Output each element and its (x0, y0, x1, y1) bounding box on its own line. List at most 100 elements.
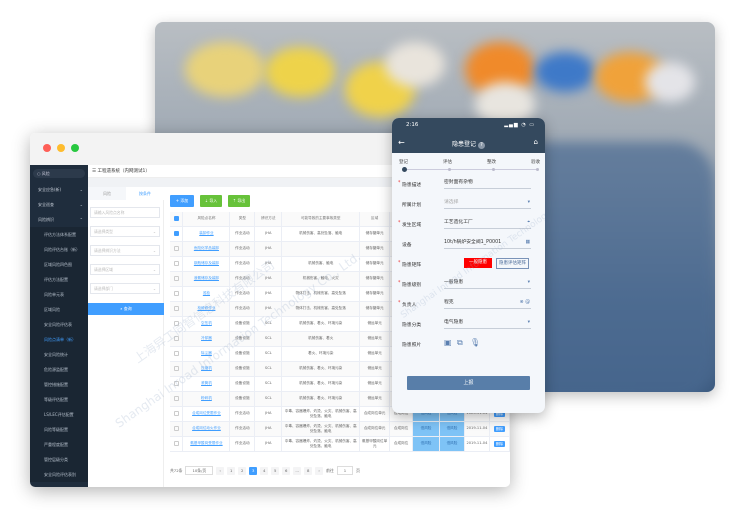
sidebar-item[interactable]: 危险源监配置 (30, 362, 88, 377)
sidebar-item[interactable]: 风险点清单（新） (30, 332, 88, 347)
risk-point-name-link[interactable]: 冷却器 (182, 331, 231, 347)
image-upload-icon[interactable]: ▣ (444, 338, 452, 347)
field-input[interactable]: 工艺造化工厂 ⌖ (444, 219, 531, 229)
filter-field[interactable]: 请选择辨识方法 ⌄ (90, 245, 160, 256)
field-input[interactable]: 密封面有杂物 (444, 179, 531, 189)
field-input[interactable]: 一般隐患 ▾ (444, 279, 531, 289)
field-icon[interactable]: ⌖ (527, 220, 530, 225)
risk-point-name-link[interactable]: 钢瓶储存及装卸 (182, 256, 231, 272)
risk-point-name-link[interactable]: 巡检 (182, 286, 231, 302)
next-page-button[interactable]: › (315, 466, 324, 475)
sidebar-item[interactable]: 严重程度配置 (30, 437, 88, 452)
sidebar-item[interactable]: 安全巡查 ⌄ (30, 197, 88, 212)
add-button[interactable]: + 添加 (170, 195, 194, 207)
panel-tab-risk[interactable]: 风险 (88, 187, 126, 200)
row-checkbox[interactable] (173, 425, 179, 431)
hazard-level-badge[interactable]: 一般隐患 (464, 258, 492, 268)
row-checkbox[interactable] (173, 245, 179, 251)
sidebar-item[interactable]: 风险辨识 ⌃ (30, 212, 88, 227)
row-checkbox[interactable] (173, 335, 179, 341)
back-arrow-icon[interactable]: ← (398, 138, 405, 147)
field-icon[interactable]: ▾ (527, 280, 530, 285)
page-size-select[interactable]: 10条/页 (185, 466, 214, 475)
goto-page-input[interactable]: 1 (336, 466, 354, 475)
field-input[interactable]: 电气隐患 ▾ (444, 319, 531, 329)
home-icon[interactable]: ⌂ (533, 138, 538, 146)
filter-field[interactable]: 请选择区域 ⌄ (90, 264, 160, 275)
page-button[interactable]: 5 (271, 466, 280, 475)
page-button[interactable]: 3 (249, 466, 258, 475)
sidebar-item[interactable]: 等级评估配置 (30, 392, 88, 407)
field-input[interactable]: 程克 ⊗ @ (444, 299, 531, 309)
help-icon[interactable]: ? (478, 142, 485, 149)
page-button[interactable]: 1 (227, 466, 236, 475)
row-checkbox[interactable] (173, 395, 179, 401)
sidebar-item[interactable]: 风险评估台账（新） (30, 242, 88, 257)
submit-button[interactable]: 上报 (407, 376, 530, 390)
field-input[interactable]: 10t/h锅炉安全阀1_P0001 ▦ (444, 239, 531, 249)
row-checkbox[interactable] (173, 440, 179, 446)
row-checkbox[interactable] (173, 275, 179, 281)
risk-point-name-link[interactable]: 合成岗位动火作业 (182, 421, 231, 437)
sidebar-item[interactable]: 风险单元表 (30, 287, 88, 302)
sidebar-item[interactable]: LS/LEC评估配置 (30, 407, 88, 422)
page-button[interactable]: 6 (282, 466, 291, 475)
field-icon[interactable]: ⊗ @ (519, 300, 530, 305)
delete-button[interactable]: 删除 (493, 425, 506, 432)
sidebar-item[interactable]: 管控措施配置 (30, 377, 88, 392)
row-checkbox[interactable] (173, 305, 179, 311)
row-checkbox[interactable] (173, 410, 179, 416)
camera-icon[interactable]: ⧉ (457, 338, 463, 347)
select-all-checkbox[interactable] (173, 216, 179, 221)
field-icon[interactable]: ▦ (525, 240, 530, 245)
risk-point-name-link[interactable]: 液氨储存及装卸 (182, 271, 231, 287)
risk-point-name-link[interactable]: 压缩机 (182, 361, 231, 377)
delete-button[interactable]: 删除 (493, 410, 506, 417)
page-button[interactable]: 8 (304, 466, 313, 475)
page-button[interactable]: ... (293, 466, 302, 475)
microphone-icon[interactable]: 🎙 (470, 338, 481, 347)
risk-point-name-link[interactable]: 空压机 (182, 316, 231, 332)
risk-point-name-link[interactable]: 粉碎机 (182, 391, 231, 407)
sidebar-item[interactable]: 管控层级分类 (30, 452, 88, 467)
risk-point-name-link[interactable]: 检维修作业 (182, 301, 231, 317)
query-button[interactable]: ⌕ 查询 (88, 303, 164, 315)
sidebar-item[interactable]: 评估方法配置 (30, 272, 88, 287)
sidebar-item[interactable]: 区域风险 (30, 302, 88, 317)
sidebar-item[interactable]: 风险等级配置 (30, 422, 88, 437)
sidebar-search-input[interactable]: ○ 风险 (33, 169, 85, 178)
row-checkbox[interactable] (173, 230, 179, 236)
field-icon[interactable]: ▾ (527, 200, 530, 205)
sidebar-item[interactable]: 区域风险四色图 (30, 257, 88, 272)
page-button[interactable]: 4 (260, 466, 269, 475)
delete-button[interactable]: 删除 (493, 440, 506, 447)
risk-point-name-link[interactable]: 危险化学品装卸 (182, 241, 231, 257)
minimize-window-button[interactable] (57, 144, 65, 152)
filter-field[interactable]: 请输入风险点名称 (90, 207, 160, 218)
row-checkbox[interactable] (173, 260, 179, 266)
risk-point-name-link[interactable]: 氨基甲酸岗受限作业 (182, 436, 231, 452)
field-icon[interactable]: ▾ (527, 320, 530, 325)
sidebar-item[interactable]: 安全风险统计 (30, 347, 88, 362)
sidebar-item[interactable]: 安全风险评估表别 (30, 467, 88, 482)
menu-icon[interactable]: ☰ (92, 169, 97, 174)
risk-point-name-link[interactable]: 滚筒机 (182, 376, 231, 392)
hazard-matrix-button[interactable]: 隐患评估矩阵 (496, 258, 529, 269)
row-checkbox[interactable] (173, 290, 179, 296)
risk-point-name-link[interactable]: 合成岗位受限作业 (182, 406, 231, 422)
panel-tab-condition[interactable]: 按条件 (126, 187, 164, 200)
filter-field[interactable]: 请选择类型 ⌄ (90, 226, 160, 237)
risk-point-name-link[interactable]: 除尘器 (182, 346, 231, 362)
row-checkbox[interactable] (173, 350, 179, 356)
maximize-window-button[interactable] (71, 144, 79, 152)
risk-point-name-link[interactable]: 装卸作业 (182, 226, 231, 242)
sidebar-item[interactable]: 安全风险评估表 (30, 317, 88, 332)
import-button[interactable]: ⇣ 导入 (200, 195, 222, 207)
export-button[interactable]: ⇡ 导出 (228, 195, 250, 207)
close-window-button[interactable] (43, 144, 51, 152)
sidebar-item[interactable]: 评估方法体系配置 (30, 227, 88, 242)
row-checkbox[interactable] (173, 380, 179, 386)
row-checkbox[interactable] (173, 320, 179, 326)
page-button[interactable]: 2 (238, 466, 247, 475)
sidebar-item[interactable]: 安全应急(新) ⌄ (30, 182, 88, 197)
